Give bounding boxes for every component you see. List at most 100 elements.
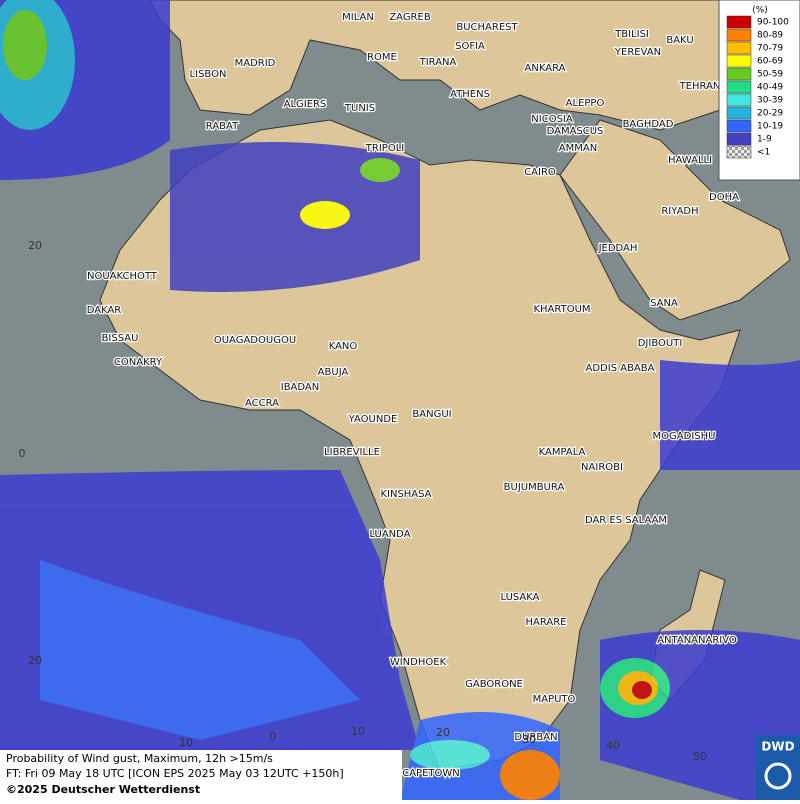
legend-swatch xyxy=(726,54,752,68)
lon-label: 20 xyxy=(436,726,450,739)
city-label: KHARTOUM xyxy=(533,304,590,315)
city-label: KINSHASA xyxy=(380,489,431,500)
city-label: JEDDAH xyxy=(598,243,638,254)
city-label: ALEPPO xyxy=(566,98,605,109)
lat-label: 20 xyxy=(28,239,42,252)
lon-label: 0 xyxy=(270,730,277,743)
legend-swatch xyxy=(726,132,752,146)
legend-swatch xyxy=(726,67,752,81)
city-label: YEREVAN xyxy=(614,47,661,58)
city-label: BISSAU xyxy=(102,333,139,344)
legend-unit: (%) xyxy=(752,6,768,16)
city-label: DURBAN xyxy=(514,732,557,743)
city-label: SOFIA xyxy=(455,41,485,52)
city-label: MAPUTO xyxy=(533,694,576,705)
city-label: TEHRAN xyxy=(679,81,721,92)
legend-label: 30-39 xyxy=(757,96,783,106)
overlay xyxy=(300,201,350,229)
overlay xyxy=(170,142,420,292)
lon-label: 30 xyxy=(522,733,536,746)
legend-label: 60-69 xyxy=(757,57,783,67)
city-label: MOGADISHU xyxy=(653,431,716,442)
legend-swatch xyxy=(726,93,752,107)
info-line: Probability of Wind gust, Maximum, 12h >… xyxy=(6,752,273,765)
city-label: BANGUI xyxy=(412,409,451,420)
legend-swatch xyxy=(726,28,752,42)
city-label: CAIRO xyxy=(524,167,556,178)
city-label: KANO xyxy=(329,341,358,352)
city-label: LUANDA xyxy=(369,529,410,540)
city-label: ANKARA xyxy=(525,63,566,74)
lon-label: 50 xyxy=(693,750,707,763)
legend-label: 90-100 xyxy=(757,18,789,28)
city-label: RABAT xyxy=(206,121,239,132)
lat-label: 20 xyxy=(28,654,42,667)
overlay xyxy=(360,158,400,182)
legend-items: 90-100 80-89 70-79 60-69 50-59 40-49 30-39 20-2… xyxy=(726,15,789,159)
city-label: RIYADH xyxy=(661,206,698,217)
lon-label: 40 xyxy=(606,739,620,752)
city-label: DAR ES SALAAM xyxy=(585,515,667,526)
legend-label: 10-19 xyxy=(757,122,783,132)
overlay xyxy=(3,10,47,80)
city-label: CONAKRY xyxy=(114,357,163,368)
city-label: KAMPALA xyxy=(539,447,586,458)
legend-label: 80-89 xyxy=(757,31,783,41)
legend-label: <1 xyxy=(757,148,770,158)
city-label: TRIPOLI xyxy=(365,143,404,154)
legend-swatch xyxy=(726,106,752,120)
city-label: AMMAN xyxy=(559,143,597,154)
legend-label: 40-49 xyxy=(757,83,783,93)
city-label: DAKAR xyxy=(87,305,122,316)
city-label: LISBON xyxy=(190,69,227,80)
city-label: ADDIS ABABA xyxy=(586,363,655,374)
overlay xyxy=(410,740,490,770)
city-label: SANA xyxy=(650,298,678,309)
city-label: CAPETOWN xyxy=(402,768,460,779)
labels: MILAN ZAGREB BUCHAREST TBILISI BAKU SOFIA YERE… xyxy=(19,11,741,781)
overlay xyxy=(660,360,800,470)
city-label: IBADAN xyxy=(281,382,320,393)
lat-label: 0 xyxy=(19,447,26,460)
city-label: DAMASCUS xyxy=(547,126,604,137)
legend: (%) 90-100 80-89 70-79 60-69 50-59 40-49 30-39… xyxy=(718,0,800,181)
city-label: ABUJA xyxy=(318,367,349,378)
city-label: BAGHDAD xyxy=(623,119,674,130)
city-label: WINDHOEK xyxy=(390,657,447,668)
city-label: NICOSIA xyxy=(531,114,573,125)
overlay xyxy=(40,560,360,740)
legend-swatch xyxy=(726,80,752,94)
city-label: ZAGREB xyxy=(389,12,431,23)
info-line: ©2025 Deutscher Wetterdienst xyxy=(6,783,200,796)
city-label: ANTANANARIVO xyxy=(657,635,737,646)
arabia xyxy=(559,119,791,321)
city-label: DOHA xyxy=(709,192,739,203)
legend-label: 1-9 xyxy=(757,135,772,145)
city-label: MADRID xyxy=(235,58,276,69)
city-label: ACCRA xyxy=(245,398,279,409)
legend-label: 50-59 xyxy=(757,70,783,80)
city-label: ROME xyxy=(367,52,397,63)
city-label: OUAGADOUGOU xyxy=(214,335,296,346)
legend-swatch xyxy=(726,15,752,29)
info-box xyxy=(0,750,402,800)
city-label: ALGIERS xyxy=(284,99,327,110)
city-label: HARARE xyxy=(525,617,566,628)
city-label: BUJUMBURA xyxy=(504,482,565,493)
logo-icon xyxy=(764,762,792,790)
city-label: NOUAKCHOTT xyxy=(87,271,158,282)
legend-swatch xyxy=(726,41,752,55)
logo: DWD xyxy=(761,740,794,754)
city-label: MILAN xyxy=(342,12,374,23)
lon-label: 10 xyxy=(179,736,193,749)
overlay xyxy=(632,681,652,699)
city-label: BUCHAREST xyxy=(456,22,518,33)
europe xyxy=(149,0,721,131)
city-label: DJIBOUTI xyxy=(638,338,683,349)
city-label: TUNIS xyxy=(344,103,375,114)
city-label: HAWALLI xyxy=(668,155,712,166)
city-label: TBILISI xyxy=(614,29,649,40)
overlay xyxy=(500,750,560,800)
